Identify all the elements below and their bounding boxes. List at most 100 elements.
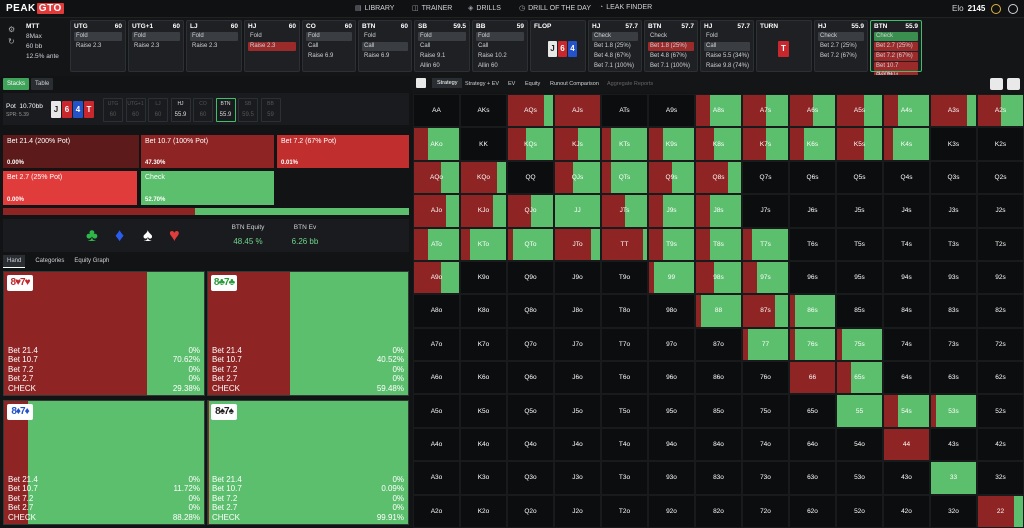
matrix-cell-t3s[interactable]: T3s	[930, 227, 977, 261]
matrix-cell-j5s[interactable]: J5s	[836, 194, 883, 228]
action-option[interactable]: Call	[478, 43, 489, 49]
matrix-cell-87o[interactable]: 87o	[695, 327, 742, 362]
matrix-cell-82o[interactable]: 82o	[695, 494, 742, 528]
nav-drills[interactable]: ◈ DRILLS	[468, 5, 501, 12]
matrix-cell-43s[interactable]: 43s	[930, 427, 977, 462]
action-card-co[interactable]: CO 60 Fold Call Raise 6.9	[302, 20, 356, 72]
action-option[interactable]: Raise 9.8 (74%)	[706, 63, 750, 69]
action-option[interactable]: Allin 60	[478, 63, 498, 69]
matrix-cell-52s[interactable]: 52s	[977, 394, 1024, 428]
matrix-cell-92o[interactable]: 92o	[648, 494, 695, 528]
action-card-hj[interactable]: HJ 57.7 Fold Call Raise 5.5 (34%) Raise 9.8 (…	[700, 20, 754, 72]
matrix-cell-t5o[interactable]: T5o	[601, 394, 648, 428]
matrix-cell-74s[interactable]: 74s	[883, 327, 930, 362]
matrix-cell-83o[interactable]: 83o	[695, 461, 742, 495]
matrix-cell-k5o[interactable]: K5o	[460, 394, 507, 428]
matrix-cell-jts[interactable]: JTs	[601, 194, 648, 228]
matrix-cell-t7s[interactable]: T7s	[742, 227, 789, 261]
matrix-cell-tt[interactable]: TT	[601, 227, 648, 261]
matrix-cell-99[interactable]: 99	[648, 260, 695, 295]
action-option[interactable]: Raise 9.1	[420, 53, 446, 59]
rtab-strategy-ev[interactable]: Strategy + EV	[465, 81, 500, 87]
matrix-cell-q2o[interactable]: Q2o	[507, 494, 554, 528]
matrix-cell-92s[interactable]: 92s	[977, 260, 1024, 295]
matrix-cell-ats[interactable]: ATs	[601, 94, 648, 128]
action-card-sb[interactable]: SB 59.5 Fold Call Raise 9.1 Allin 60	[414, 20, 470, 72]
matrix-cell-aqo[interactable]: AQo	[413, 160, 460, 195]
matrix-cell-qto[interactable]: QTo	[507, 227, 554, 261]
matrix-cell-a4o[interactable]: A4o	[413, 427, 460, 462]
tab-equity-graph[interactable]: Equity Graph	[74, 258, 110, 264]
club-suit-icon[interactable]: ♣	[86, 225, 98, 245]
action-box-bet-1[interactable]: Bet 10.7 (100% Pot) 47.30%	[141, 135, 274, 168]
matrix-cell-a8s[interactable]: A8s	[695, 94, 742, 128]
matrix-cell-k6s[interactable]: K6s	[789, 127, 836, 161]
matrix-cell-k8s[interactable]: K8s	[695, 127, 742, 161]
matrix-cell-32o[interactable]: 32o	[930, 494, 977, 528]
action-option[interactable]: Raise 6.9	[308, 53, 334, 59]
action-option[interactable]: Fold	[250, 33, 262, 39]
action-option[interactable]: Raise 5.5 (34%)	[706, 53, 750, 59]
action-option[interactable]: Bet 7.1 (100%)	[650, 63, 691, 69]
toggle-icon[interactable]	[416, 78, 426, 88]
matrix-cell-aks[interactable]: AKs	[460, 94, 507, 128]
action-option[interactable]: Bet 2.7 (25%)	[820, 43, 857, 49]
matrix-cell-t2o[interactable]: T2o	[601, 494, 648, 528]
matrix-cell-q8o[interactable]: Q8o	[507, 294, 554, 328]
matrix-cell-ajo[interactable]: AJo	[413, 194, 460, 228]
combo-card[interactable]: 8♠7♠ Bet 21.4 0% Bet 10.7 0.09% Bet 7.2 0% Bet …	[207, 400, 409, 525]
matrix-cell-53s[interactable]: 53s	[930, 394, 977, 428]
refresh-icon[interactable]: ↻	[8, 37, 15, 46]
matrix-cell-q3o[interactable]: Q3o	[507, 461, 554, 495]
matrix-cell-t8s[interactable]: T8s	[695, 227, 742, 261]
matrix-cell-44[interactable]: 44	[883, 427, 930, 462]
matrix-cell-j9o[interactable]: J9o	[554, 260, 601, 295]
rtab-runout-comparison[interactable]: Runout Comparison	[550, 81, 599, 87]
matrix-cell-j6s[interactable]: J6s	[789, 194, 836, 228]
matrix-cell-q3s[interactable]: Q3s	[930, 160, 977, 195]
matrix-cell-kk[interactable]: KK	[460, 127, 507, 161]
matrix-cell-a8o[interactable]: A8o	[413, 294, 460, 328]
matrix-cell-ato[interactable]: ATo	[413, 227, 460, 261]
action-option[interactable]: Bet 4.8 (67%)	[594, 53, 631, 59]
matrix-cell-t3o[interactable]: T3o	[601, 461, 648, 495]
matrix-cell-73o[interactable]: 73o	[742, 461, 789, 495]
matrix-cell-a7s[interactable]: A7s	[742, 94, 789, 128]
action-card-flop[interactable]: FLOP J 6 4	[530, 20, 586, 72]
matrix-cell-qts[interactable]: QTs	[601, 160, 648, 195]
action-option[interactable]: Call	[420, 43, 431, 49]
action-option[interactable]: Fold	[190, 32, 238, 41]
action-option[interactable]: Bet 7.1 (100%)	[594, 63, 635, 69]
action-box-bet-0[interactable]: Bet 21.4 (200% Pot) 0.00%	[3, 135, 139, 168]
action-option[interactable]: Raise 6.9	[364, 53, 390, 59]
matrix-cell-84s[interactable]: 84s	[883, 294, 930, 328]
matrix-cell-33[interactable]: 33	[930, 461, 977, 495]
nav-library[interactable]: ▤ LIBRARY	[355, 5, 395, 12]
action-option[interactable]: Fold	[132, 32, 180, 41]
action-card-hj[interactable]: HJ 55.9 Check Bet 2.7 (25%) Bet 7.2 (67%)	[814, 20, 868, 72]
matrix-cell-88[interactable]: 88	[695, 294, 742, 328]
action-card-bb[interactable]: BB 59 Fold Call Raise 10.2 Allin 60	[472, 20, 528, 72]
matrix-cell-73s[interactable]: 73s	[930, 327, 977, 362]
matrix-cell-k7o[interactable]: K7o	[460, 327, 507, 362]
matrix-cell-t5s[interactable]: T5s	[836, 227, 883, 261]
seat-sb[interactable]: SB 59.5	[238, 98, 258, 122]
matrix-cell-a9o[interactable]: A9o	[413, 260, 460, 295]
matrix-cell-t7o[interactable]: T7o	[601, 327, 648, 362]
matrix-cell-54o[interactable]: 54o	[836, 427, 883, 462]
nav-drill-of-the-day[interactable]: ◷ DRILL OF THE DAY	[519, 5, 591, 12]
matrix-cell-98s[interactable]: 98s	[695, 260, 742, 295]
matrix-cell-43o[interactable]: 43o	[883, 461, 930, 495]
matrix-cell-t4s[interactable]: T4s	[883, 227, 930, 261]
matrix-cell-j3o[interactable]: J3o	[554, 461, 601, 495]
action-option[interactable]: Fold	[74, 32, 122, 41]
tab-table[interactable]: Table	[31, 78, 54, 90]
matrix-cell-k7s[interactable]: K7s	[742, 127, 789, 161]
action-option[interactable]: Fold	[706, 33, 718, 39]
matrix-cell-jj[interactable]: JJ	[554, 194, 601, 228]
matrix-cell-j5o[interactable]: J5o	[554, 394, 601, 428]
matrix-cell-k4s[interactable]: K4s	[883, 127, 930, 161]
matrix-cell-aa[interactable]: AA	[413, 94, 460, 128]
matrix-cell-k9s[interactable]: K9s	[648, 127, 695, 161]
action-option[interactable]: Raise 2.3	[248, 42, 296, 51]
